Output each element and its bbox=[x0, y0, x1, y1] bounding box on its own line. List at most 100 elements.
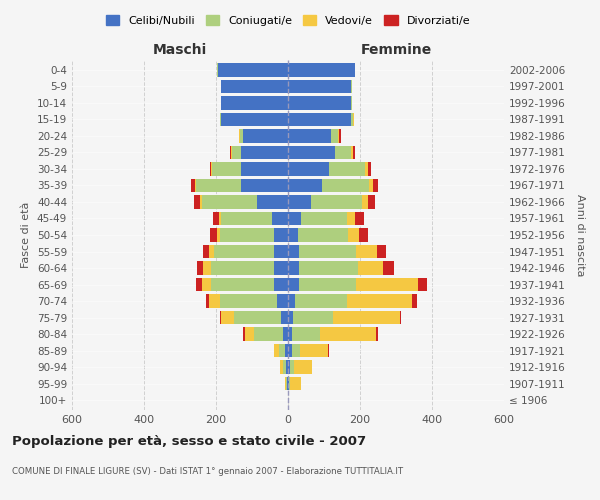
Bar bbox=[241, 179, 288, 192]
Bar bbox=[239, 130, 240, 142]
Bar bbox=[211, 262, 274, 274]
Bar bbox=[203, 262, 211, 274]
Bar bbox=[288, 80, 351, 93]
Bar bbox=[288, 96, 351, 110]
Bar bbox=[212, 162, 241, 175]
Bar bbox=[288, 344, 292, 357]
Text: COMUNE DI FINALE LIGURE (SV) - Dati ISTAT 1° gennaio 2007 - Elaborazione TUTTITA: COMUNE DI FINALE LIGURE (SV) - Dati ISTA… bbox=[12, 468, 403, 476]
Bar bbox=[288, 130, 331, 142]
Bar bbox=[288, 146, 335, 159]
Bar bbox=[368, 162, 371, 175]
Bar bbox=[209, 162, 211, 175]
Bar bbox=[347, 294, 412, 308]
Bar bbox=[358, 262, 383, 274]
Bar bbox=[288, 196, 311, 208]
Bar bbox=[254, 328, 283, 340]
Bar bbox=[240, 130, 243, 142]
Bar bbox=[274, 262, 288, 274]
Bar bbox=[288, 377, 289, 390]
Bar bbox=[365, 162, 368, 175]
Bar bbox=[213, 212, 218, 225]
Bar bbox=[277, 294, 288, 308]
Bar bbox=[349, 228, 359, 241]
Bar bbox=[288, 245, 299, 258]
Bar bbox=[351, 113, 353, 126]
Bar bbox=[285, 344, 288, 357]
Bar bbox=[299, 278, 356, 291]
Text: Femmine: Femmine bbox=[361, 42, 431, 56]
Bar bbox=[400, 311, 401, 324]
Bar bbox=[221, 80, 288, 93]
Bar bbox=[331, 130, 338, 142]
Bar bbox=[351, 96, 352, 110]
Bar bbox=[355, 212, 364, 225]
Bar bbox=[241, 162, 288, 175]
Bar bbox=[322, 179, 369, 192]
Bar bbox=[356, 278, 418, 291]
Bar bbox=[195, 179, 196, 192]
Bar bbox=[221, 311, 234, 324]
Bar bbox=[234, 311, 281, 324]
Bar bbox=[283, 360, 286, 374]
Bar bbox=[412, 294, 416, 308]
Bar bbox=[287, 377, 288, 390]
Bar bbox=[278, 344, 285, 357]
Bar bbox=[288, 228, 298, 241]
Bar bbox=[340, 130, 341, 142]
Bar bbox=[241, 146, 288, 159]
Bar bbox=[418, 278, 427, 291]
Bar bbox=[288, 179, 322, 192]
Bar bbox=[274, 245, 288, 258]
Bar bbox=[301, 212, 347, 225]
Bar bbox=[299, 262, 358, 274]
Bar bbox=[274, 344, 278, 357]
Bar bbox=[288, 311, 293, 324]
Bar bbox=[369, 179, 373, 192]
Bar bbox=[221, 113, 288, 126]
Bar bbox=[209, 294, 220, 308]
Bar bbox=[218, 212, 221, 225]
Bar bbox=[329, 162, 365, 175]
Bar bbox=[245, 328, 254, 340]
Bar bbox=[218, 64, 288, 76]
Bar bbox=[288, 294, 295, 308]
Bar bbox=[200, 196, 202, 208]
Bar bbox=[288, 328, 292, 340]
Bar bbox=[289, 377, 290, 390]
Bar bbox=[383, 262, 394, 274]
Bar bbox=[221, 96, 288, 110]
Bar bbox=[377, 245, 386, 258]
Bar bbox=[220, 228, 274, 241]
Bar bbox=[373, 179, 378, 192]
Bar bbox=[356, 245, 377, 258]
Bar bbox=[299, 344, 328, 357]
Bar bbox=[274, 228, 288, 241]
Legend: Celibi/Nubili, Coniugati/e, Vedovi/e, Divorziati/e: Celibi/Nubili, Coniugati/e, Vedovi/e, Di… bbox=[101, 10, 475, 30]
Bar bbox=[294, 360, 312, 374]
Bar bbox=[283, 328, 288, 340]
Bar bbox=[220, 311, 221, 324]
Bar bbox=[197, 262, 203, 274]
Bar bbox=[274, 278, 288, 291]
Bar bbox=[281, 311, 288, 324]
Bar bbox=[335, 146, 351, 159]
Bar bbox=[220, 294, 277, 308]
Bar bbox=[230, 146, 232, 159]
Bar bbox=[298, 228, 349, 241]
Bar bbox=[221, 212, 272, 225]
Bar bbox=[209, 228, 217, 241]
Bar bbox=[232, 146, 241, 159]
Bar bbox=[196, 278, 202, 291]
Bar bbox=[202, 196, 257, 208]
Bar bbox=[368, 196, 376, 208]
Bar bbox=[288, 162, 329, 175]
Bar bbox=[202, 278, 211, 291]
Bar bbox=[288, 64, 355, 76]
Text: Popolazione per età, sesso e stato civile - 2007: Popolazione per età, sesso e stato civil… bbox=[12, 435, 366, 448]
Bar bbox=[347, 212, 355, 225]
Bar bbox=[191, 179, 195, 192]
Bar bbox=[295, 294, 347, 308]
Bar bbox=[362, 196, 368, 208]
Bar bbox=[217, 228, 220, 241]
Bar bbox=[290, 377, 301, 390]
